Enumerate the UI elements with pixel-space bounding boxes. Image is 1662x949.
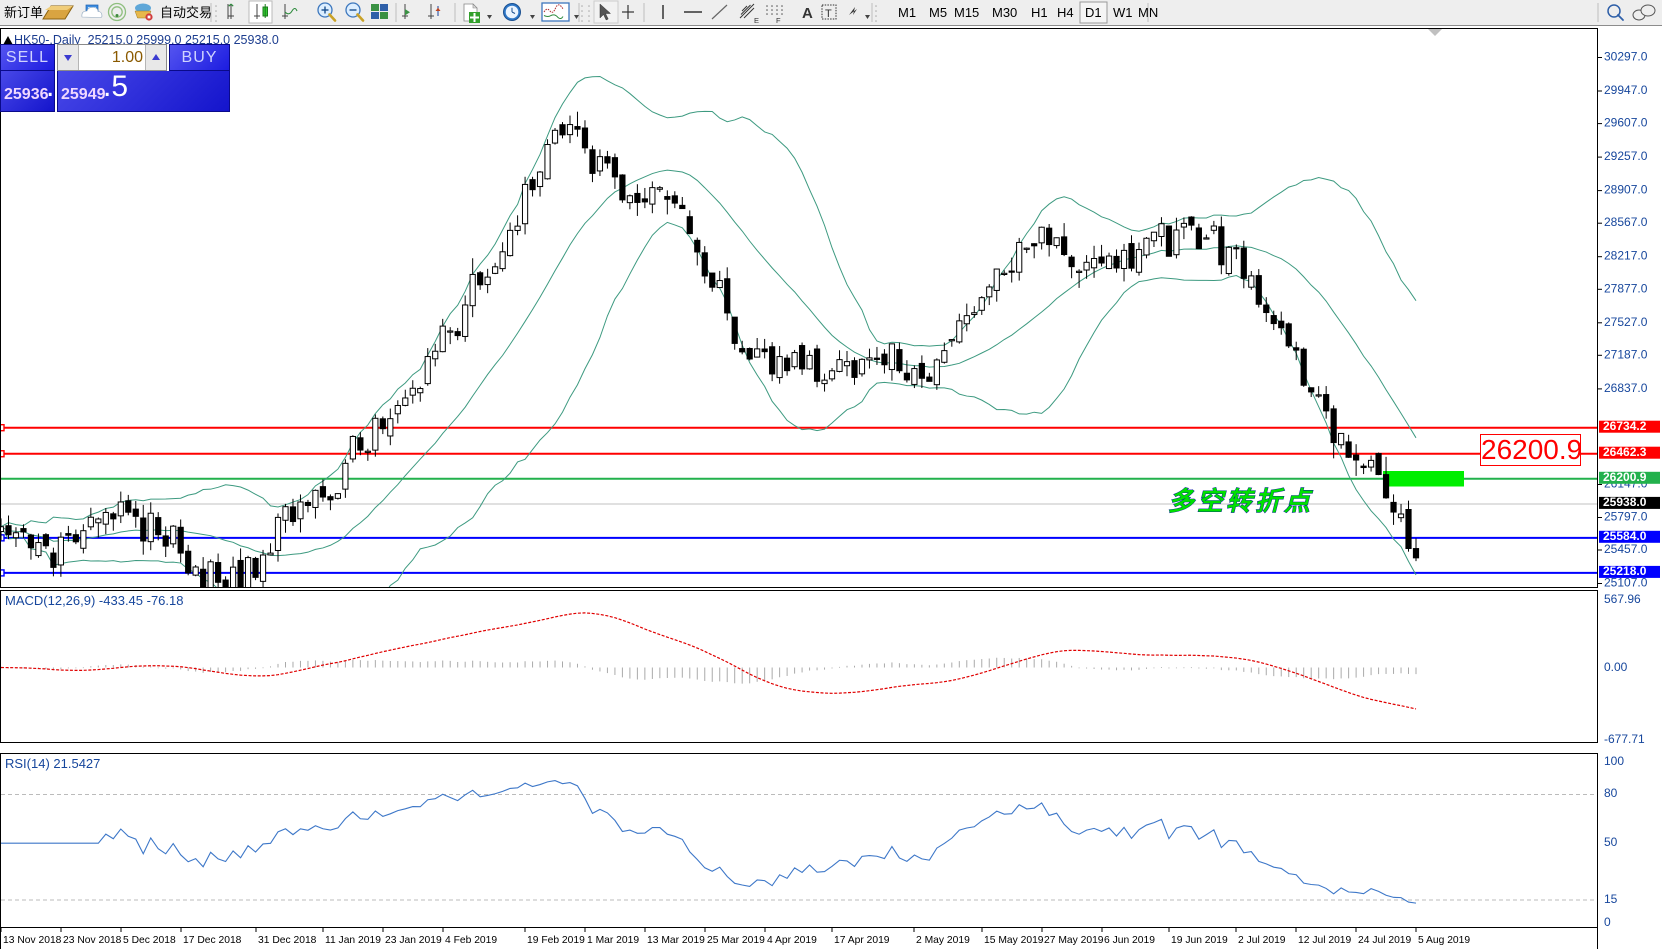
svg-text:27877.0: 27877.0	[1604, 281, 1648, 295]
svg-text:W1: W1	[1113, 5, 1133, 20]
svg-text:26462.3: 26462.3	[1603, 445, 1647, 459]
svg-text:6 Jun 2019: 6 Jun 2019	[1104, 935, 1155, 946]
svg-text:23 Jan 2019: 23 Jan 2019	[385, 935, 442, 946]
svg-text:13 Nov 2018: 13 Nov 2018	[3, 935, 62, 946]
svg-text:28567.0: 28567.0	[1604, 215, 1648, 229]
svg-text:24 Jul 2019: 24 Jul 2019	[1358, 935, 1412, 946]
svg-text:19 Jun 2019: 19 Jun 2019	[1171, 935, 1228, 946]
svg-text:自动交易: 自动交易	[160, 5, 212, 20]
svg-text:25457.0: 25457.0	[1604, 542, 1648, 556]
svg-text:28907.0: 28907.0	[1604, 183, 1648, 197]
svg-text:T: T	[825, 8, 832, 20]
svg-text:17 Dec 2018: 17 Dec 2018	[183, 935, 242, 946]
svg-text:M5: M5	[929, 5, 947, 20]
svg-text:27527.0: 27527.0	[1604, 315, 1648, 329]
svg-text:25797.0: 25797.0	[1604, 510, 1648, 524]
svg-text:2 Jul 2019: 2 Jul 2019	[1238, 935, 1286, 946]
svg-text:11 Jan 2019: 11 Jan 2019	[325, 935, 381, 946]
svg-text:31 Dec 2018: 31 Dec 2018	[258, 935, 317, 946]
svg-text:25 Mar 2019: 25 Mar 2019	[707, 935, 765, 946]
svg-text:H4: H4	[1057, 5, 1074, 20]
svg-text:13 Mar 2019: 13 Mar 2019	[647, 935, 705, 946]
svg-text:27187.0: 27187.0	[1604, 347, 1648, 361]
svg-text:A: A	[802, 5, 813, 22]
svg-text:29607.0: 29607.0	[1604, 116, 1648, 130]
svg-text:M30: M30	[992, 5, 1017, 20]
svg-text:25938.0: 25938.0	[1603, 495, 1647, 509]
svg-text:4 Apr 2019: 4 Apr 2019	[767, 935, 817, 946]
svg-text:MN: MN	[1138, 5, 1158, 20]
svg-text:23 Nov 2018: 23 Nov 2018	[63, 935, 122, 946]
svg-text:30297.0: 30297.0	[1604, 50, 1648, 64]
svg-text:2 May 2019: 2 May 2019	[916, 935, 970, 946]
svg-text:26837.0: 26837.0	[1604, 381, 1648, 395]
svg-text:27 May 2019: 27 May 2019	[1044, 935, 1104, 946]
svg-text:25584.0: 25584.0	[1603, 529, 1647, 543]
svg-text:5 Dec 2018: 5 Dec 2018	[123, 935, 176, 946]
svg-text:新订单: 新订单	[4, 5, 43, 20]
svg-text:M1: M1	[898, 5, 916, 20]
svg-text:5 Aug 2019: 5 Aug 2019	[1418, 935, 1470, 946]
svg-text:多空转折点: 多空转折点	[1168, 486, 1314, 516]
svg-text:17 Apr 2019: 17 Apr 2019	[834, 935, 890, 946]
svg-text:15 May 2019: 15 May 2019	[984, 935, 1044, 946]
svg-text:E: E	[754, 16, 759, 25]
svg-text:25218.0: 25218.0	[1603, 564, 1647, 578]
svg-text:H1: H1	[1031, 5, 1048, 20]
svg-text:12 Jul 2019: 12 Jul 2019	[1298, 935, 1352, 946]
svg-text:28217.0: 28217.0	[1604, 249, 1648, 263]
svg-text:29947.0: 29947.0	[1604, 83, 1648, 97]
svg-text:19 Feb 2019: 19 Feb 2019	[527, 935, 585, 946]
svg-text:26200.9: 26200.9	[1603, 470, 1647, 484]
svg-text:26734.2: 26734.2	[1603, 419, 1647, 433]
svg-text:1 Mar 2019: 1 Mar 2019	[587, 935, 639, 946]
svg-text:29257.0: 29257.0	[1604, 149, 1648, 163]
svg-text:4 Feb 2019: 4 Feb 2019	[445, 935, 497, 946]
svg-text:D1: D1	[1085, 5, 1102, 20]
svg-text:F: F	[776, 16, 781, 25]
svg-text:M15: M15	[954, 5, 979, 20]
